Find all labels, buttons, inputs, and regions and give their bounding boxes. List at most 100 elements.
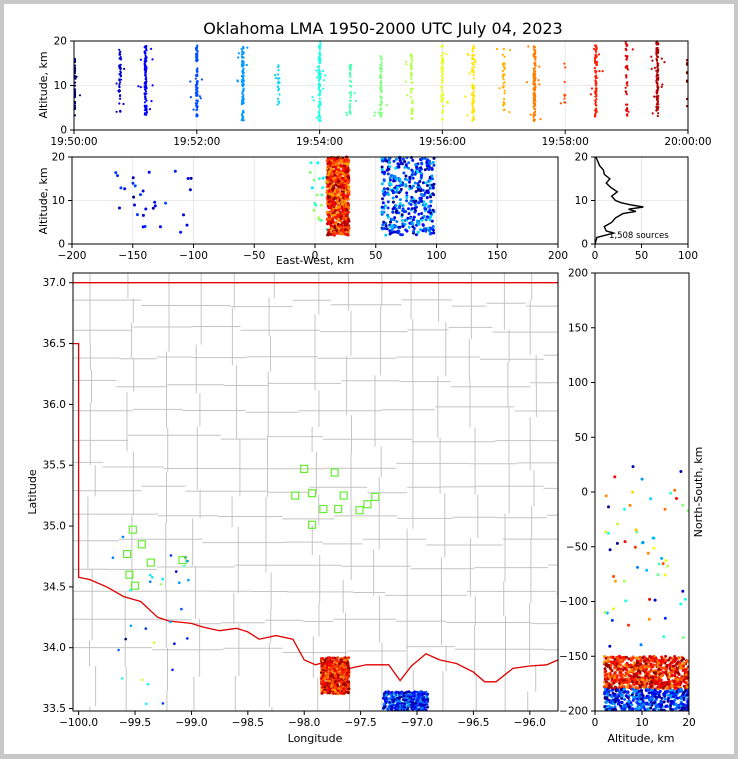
north-south-point xyxy=(628,503,632,507)
time-altitude-point xyxy=(656,82,659,85)
time-altitude-point xyxy=(593,61,597,64)
time-altitude-point xyxy=(532,74,535,77)
histogram-xtick-label: 0 xyxy=(592,250,599,262)
time-altitude-point xyxy=(441,52,445,55)
time-altitude-point xyxy=(440,70,443,73)
east-west-point xyxy=(417,188,420,192)
east-west-point xyxy=(429,211,433,215)
east-west-point xyxy=(386,200,390,204)
north-south-point xyxy=(669,491,673,495)
east-west-point xyxy=(404,210,408,213)
north-south-point xyxy=(671,664,675,668)
east-west-point xyxy=(398,225,402,229)
east-west-point xyxy=(392,230,396,234)
east-west-point xyxy=(133,184,137,188)
time-altitude-point xyxy=(145,113,148,116)
map-source-point xyxy=(406,693,410,697)
map-source-point xyxy=(347,667,351,670)
map-ytick-label: 33.5 xyxy=(43,703,66,715)
time-altitude-point xyxy=(379,114,382,117)
time-altitude-ytick-label: 10 xyxy=(54,80,67,92)
east-west-point xyxy=(341,192,345,196)
time-altitude-point xyxy=(322,87,325,90)
map-source-point xyxy=(329,671,332,675)
north-south-point xyxy=(637,693,641,697)
time-altitude-point xyxy=(471,56,474,60)
east-west-point xyxy=(380,168,384,172)
north-south-point xyxy=(644,657,648,661)
east-west-point xyxy=(332,158,336,162)
north-south-point xyxy=(639,659,643,662)
east-west-point xyxy=(147,170,151,174)
east-west-point xyxy=(388,165,392,169)
time-altitude-point xyxy=(592,47,596,50)
time-altitude-point xyxy=(277,69,280,72)
map-source-point xyxy=(331,656,334,660)
east-west-point xyxy=(133,203,136,207)
north-south-point xyxy=(640,689,643,693)
time-altitude-point xyxy=(656,46,659,50)
north-south-point xyxy=(631,677,635,681)
time-altitude-point xyxy=(442,94,445,97)
north-south-point xyxy=(634,681,638,685)
map-source-point xyxy=(383,693,386,696)
north-south-point xyxy=(613,705,617,709)
north-south-point xyxy=(682,664,686,668)
north-south-point xyxy=(641,541,645,544)
north-south-point xyxy=(648,597,652,601)
time-altitude-point xyxy=(533,72,537,75)
east-west-point xyxy=(389,183,393,186)
time-altitude-point xyxy=(349,96,352,99)
east-west-point xyxy=(189,176,193,180)
north-south-point xyxy=(606,531,610,535)
time-altitude-point xyxy=(466,114,469,117)
map-source-point xyxy=(336,656,340,659)
time-altitude-point xyxy=(440,96,443,99)
east-west-point xyxy=(386,213,390,217)
east-west-point xyxy=(333,222,337,226)
north-south-point xyxy=(674,670,678,674)
lma-station-marker xyxy=(371,492,380,501)
time-altitude-point xyxy=(198,95,201,98)
time-altitude-point xyxy=(240,119,244,122)
time-altitude-point xyxy=(441,54,444,57)
north-south-point xyxy=(648,682,652,686)
east-west-point xyxy=(404,174,408,178)
north-south-point xyxy=(632,672,636,676)
east-west-xtick-label: −50 xyxy=(243,250,265,262)
east-west-point xyxy=(412,229,416,233)
map-source-point xyxy=(326,676,330,679)
time-altitude-point xyxy=(594,49,598,52)
north-south-point xyxy=(673,655,677,658)
time-altitude-point xyxy=(380,73,383,76)
map-source-point xyxy=(169,620,172,624)
east-west-point xyxy=(343,179,347,183)
east-west-ytick-label: 20 xyxy=(52,152,65,164)
time-altitude-point xyxy=(533,93,537,96)
time-altitude-point xyxy=(148,108,152,111)
north-south-point xyxy=(660,556,664,560)
lma-station-marker xyxy=(319,504,328,514)
time-altitude-point xyxy=(532,116,535,119)
east-west-point xyxy=(409,199,413,203)
east-west-point xyxy=(388,232,392,236)
time-altitude-point xyxy=(534,99,537,102)
east-west-point xyxy=(431,177,434,181)
east-west-point xyxy=(329,232,333,236)
time-altitude-point xyxy=(240,64,243,67)
east-west-point xyxy=(344,160,348,164)
time-altitude-point xyxy=(241,48,244,51)
time-altitude-point xyxy=(380,57,383,60)
north-south-point xyxy=(647,617,651,621)
county-boundaries xyxy=(73,273,558,711)
map-source-point xyxy=(408,704,411,708)
north-south-point xyxy=(626,696,630,700)
time-altitude-point xyxy=(656,42,659,45)
east-west-point xyxy=(328,169,332,173)
east-west-point xyxy=(432,156,436,160)
time-altitude-point xyxy=(661,83,664,86)
map-source-point xyxy=(346,663,350,667)
map-source-point xyxy=(340,667,344,671)
north-south-ytick-label: −150 xyxy=(559,651,588,663)
east-west-point xyxy=(407,161,411,165)
